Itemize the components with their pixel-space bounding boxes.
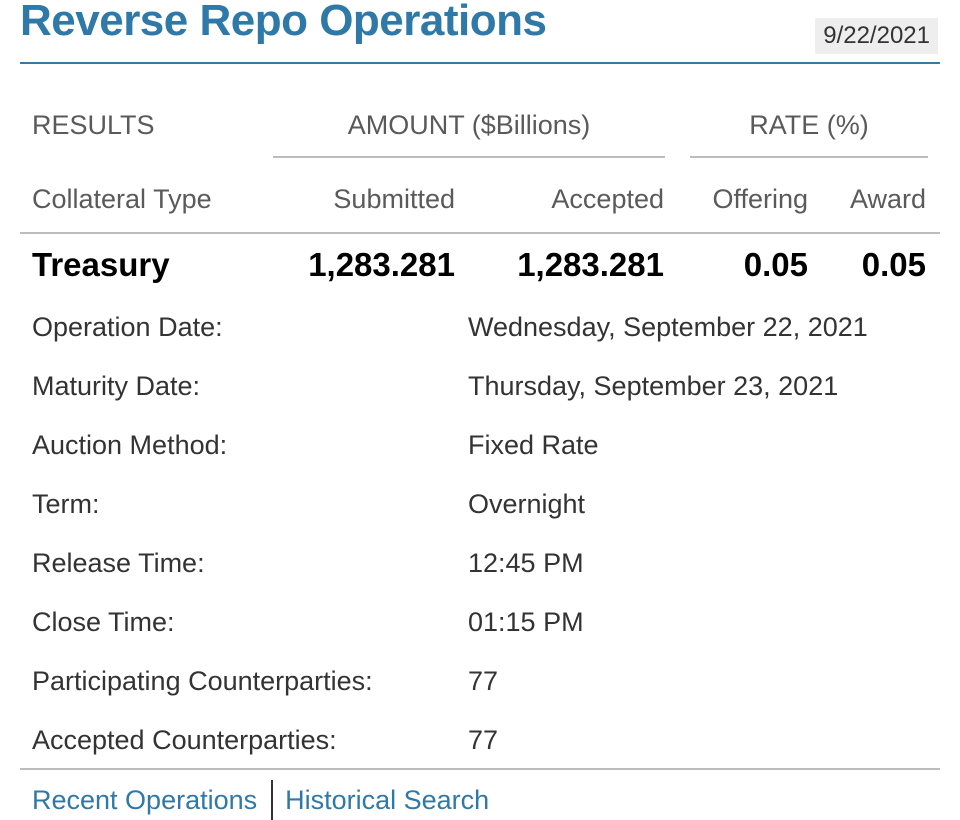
detail-label: Accepted Counterparties: xyxy=(32,725,337,755)
detail-label: Close Time: xyxy=(32,607,175,637)
detail-label: Release Time: xyxy=(32,548,205,578)
detail-label: Auction Method: xyxy=(32,430,228,460)
column-header-offering: Offering xyxy=(712,184,808,214)
detail-close-time: Close Time: 01:15 PM xyxy=(32,599,932,658)
detail-value: Wednesday, September 22, 2021 xyxy=(468,312,868,342)
rate-group-rule xyxy=(690,156,928,158)
column-header-submitted: Submitted xyxy=(333,184,455,214)
amount-group-rule xyxy=(273,156,665,158)
footer-separator xyxy=(271,780,274,820)
detail-value: Overnight xyxy=(468,489,586,519)
detail-term: Term: Overnight xyxy=(32,481,932,540)
amount-group-header: AMOUNT ($Billions) xyxy=(347,110,591,140)
footer-links: Recent Operations Historical Search xyxy=(32,780,489,820)
rate-group-header: RATE (%) xyxy=(749,110,869,140)
detail-value: 77 xyxy=(468,725,499,755)
detail-label: Maturity Date: xyxy=(32,371,201,401)
column-header-collateral-type: Collateral Type xyxy=(32,184,212,214)
column-header-accepted: Accepted xyxy=(551,184,664,214)
cell-submitted: 1,283.281 xyxy=(308,246,455,283)
detail-participating-counterparties: Participating Counterparties: 77 xyxy=(32,658,932,717)
operation-details: Operation Date: Wednesday, September 22,… xyxy=(32,304,932,776)
detail-value: Thursday, September 23, 2021 xyxy=(468,371,839,401)
column-header-award: Award xyxy=(849,184,926,214)
cell-accepted: 1,283.281 xyxy=(517,246,664,283)
detail-value: 01:15 PM xyxy=(468,607,584,637)
detail-release-time: Release Time: 12:45 PM xyxy=(32,540,932,599)
page-header: Reverse Repo Operations 9/22/2021 xyxy=(20,0,940,64)
cell-collateral-type: Treasury xyxy=(32,246,170,283)
detail-label: Participating Counterparties: xyxy=(32,666,373,696)
detail-label: Operation Date: xyxy=(32,312,223,342)
page-title: Reverse Repo Operations xyxy=(20,0,547,45)
table-header-rule xyxy=(20,232,940,234)
cell-award: 0.05 xyxy=(861,246,926,283)
date-badge: 9/22/2021 xyxy=(815,18,938,54)
footer-rule xyxy=(20,768,940,770)
historical-search-link[interactable]: Historical Search xyxy=(285,784,490,815)
detail-value: 77 xyxy=(468,666,499,696)
detail-operation-date: Operation Date: Wednesday, September 22,… xyxy=(32,304,932,363)
detail-value: 12:45 PM xyxy=(468,548,584,578)
detail-accepted-counterparties: Accepted Counterparties: 77 xyxy=(32,717,932,776)
detail-value: Fixed Rate xyxy=(468,430,599,460)
recent-operations-link[interactable]: Recent Operations xyxy=(32,784,258,815)
detail-maturity-date: Maturity Date: Thursday, September 23, 2… xyxy=(32,363,932,422)
results-header: RESULTS xyxy=(32,110,155,140)
detail-auction-method: Auction Method: Fixed Rate xyxy=(32,422,932,481)
cell-offering: 0.05 xyxy=(743,246,808,283)
detail-label: Term: xyxy=(32,489,100,519)
